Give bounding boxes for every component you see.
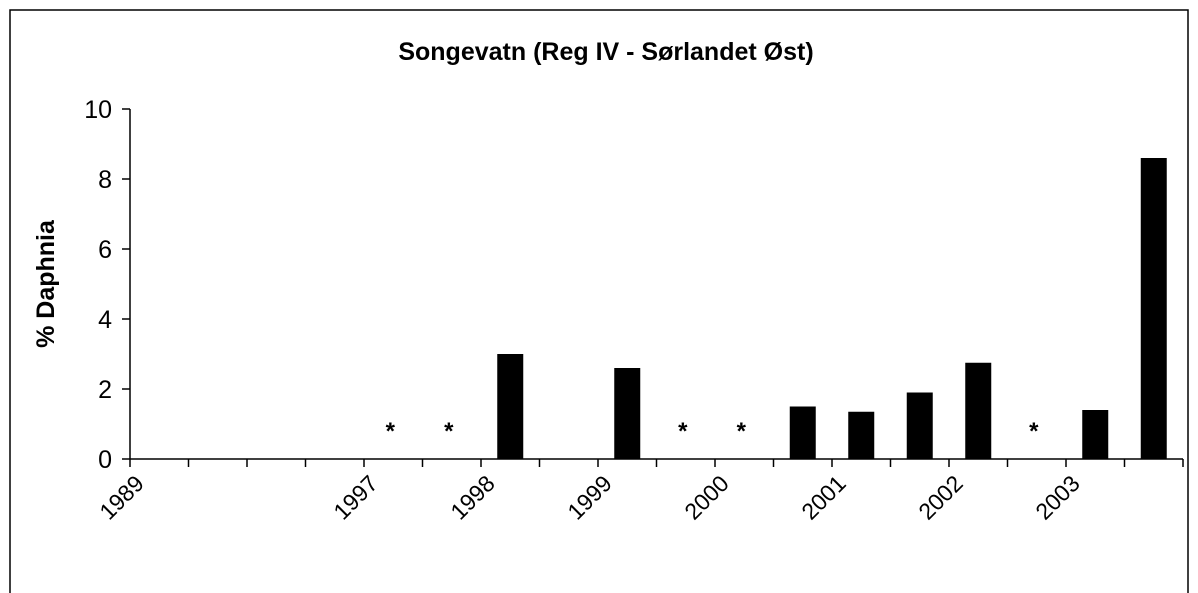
y-tick-label: 10 [84, 96, 112, 124]
x-tick-label: 1999 [562, 470, 617, 525]
y-tick-label: 6 [98, 236, 112, 264]
x-tick-label: 2000 [679, 470, 734, 525]
bar [1140, 158, 1167, 459]
y-tick-label: 0 [98, 446, 112, 474]
y-tick-label: 4 [98, 306, 112, 334]
y-axis-label: % Daphnia [32, 219, 60, 348]
bar [906, 392, 933, 459]
bar [789, 406, 816, 459]
value-label: * [386, 418, 396, 445]
bar [848, 411, 875, 459]
bar [965, 362, 992, 459]
value-label: * [678, 418, 688, 445]
chart-title: Songevatn (Reg IV - Sørlandet Øst) [398, 38, 813, 66]
chart-border [9, 9, 1189, 593]
x-tick-label: 1997 [328, 470, 383, 525]
bar [614, 368, 641, 459]
x-tick-label: 1989 [94, 470, 149, 525]
value-label: * [737, 418, 747, 445]
bar [497, 354, 524, 459]
value-label: * [1029, 418, 1039, 445]
x-tick-label: 2002 [913, 470, 968, 525]
x-tick-label: 2001 [796, 470, 851, 525]
y-tick-label: 8 [98, 166, 112, 194]
y-tick-label: 2 [98, 376, 112, 404]
x-tick-label: 2003 [1030, 470, 1085, 525]
bar [1082, 410, 1109, 459]
value-label: * [444, 418, 454, 445]
x-tick-label: 1998 [445, 470, 500, 525]
